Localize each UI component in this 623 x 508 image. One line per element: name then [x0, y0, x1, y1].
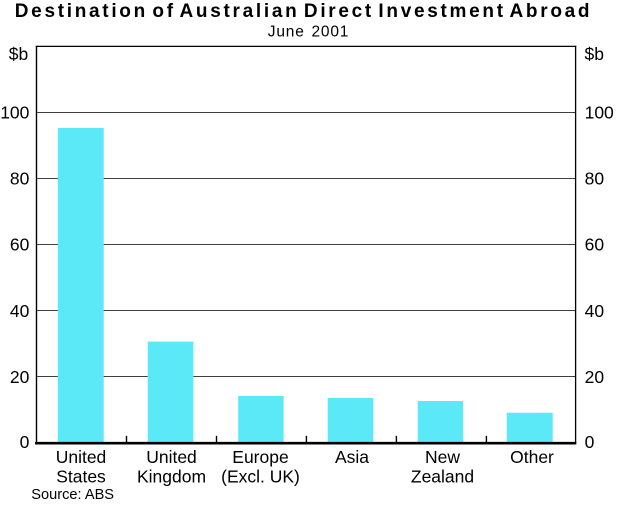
svg-text:United: United — [56, 447, 107, 467]
svg-text:(Excl. UK): (Excl. UK) — [221, 466, 300, 486]
svg-text:States: States — [56, 466, 106, 486]
svg-text:New: New — [425, 447, 460, 467]
svg-text:20: 20 — [10, 367, 30, 387]
svg-text:$b: $b — [9, 44, 28, 64]
svg-text:80: 80 — [10, 169, 30, 189]
svg-text:Kingdom: Kingdom — [137, 466, 206, 486]
svg-text:60: 60 — [10, 235, 30, 255]
svg-text:40: 40 — [585, 301, 605, 321]
svg-text:0: 0 — [585, 432, 595, 452]
svg-text:June 2001: June 2001 — [268, 24, 349, 41]
svg-text:Destination of Australian Dire: Destination of Australian Direct Investm… — [15, 1, 592, 22]
svg-text:100: 100 — [585, 102, 614, 122]
svg-text:Europe: Europe — [232, 447, 288, 467]
svg-text:40: 40 — [10, 301, 30, 321]
svg-text:100: 100 — [0, 102, 29, 122]
svg-text:Source: ABS: Source: ABS — [31, 487, 114, 503]
svg-text:20: 20 — [585, 367, 605, 387]
svg-text:80: 80 — [585, 169, 605, 189]
svg-text:$b: $b — [585, 44, 604, 64]
svg-text:Zealand: Zealand — [411, 466, 474, 486]
svg-text:Asia: Asia — [335, 447, 369, 467]
svg-text:60: 60 — [585, 235, 605, 255]
svg-text:United: United — [146, 447, 197, 467]
svg-text:0: 0 — [20, 432, 30, 452]
svg-text:Other: Other — [510, 447, 554, 467]
